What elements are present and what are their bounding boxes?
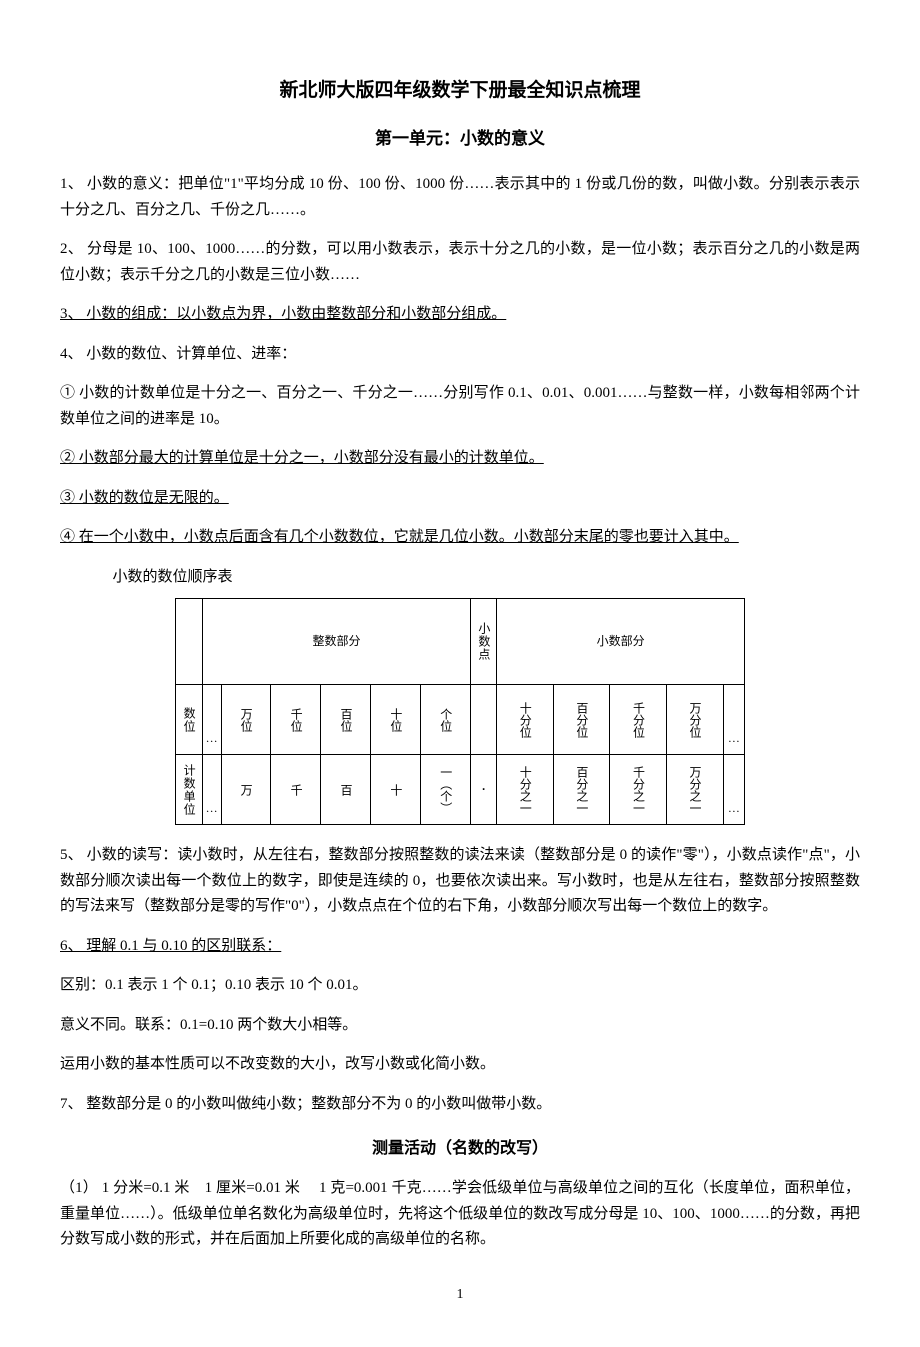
unit-cell: 一（个） (421, 755, 471, 825)
place-cell: 百位 (321, 685, 371, 755)
paragraph-4-4: ④ 在一个小数中，小数点后面含有几个小数数位，它就是几位小数。小数部分末尾的零也… (60, 525, 860, 551)
place-value-table: 整数部分 小数点 小数部分 数位 … 万位 千位 百位 十位 个位 十分位 百分… (175, 598, 745, 825)
ellipsis-cell: … (202, 685, 221, 755)
header-blank (176, 599, 203, 685)
header-decimal-point: 小数点 (471, 599, 497, 685)
table-row-units: 计数单位 … 万 千 百 十 一（个） · 十分之一 百分之一 千分之一 万分之… (176, 755, 745, 825)
header-integer-part: 整数部分 (202, 599, 470, 685)
paragraph-1: 1、 小数的意义：把单位"1"平均分成 10 份、100 份、1000 份……表… (60, 172, 860, 223)
ellipsis-cell: … (723, 755, 744, 825)
table-caption: 小数的数位顺序表 (113, 565, 861, 591)
place-cell: 个位 (421, 685, 471, 755)
paragraph-6-2: 意义不同。联系：0.1=0.10 两个数大小相等。 (60, 1013, 860, 1039)
unit-cell: 十分之一 (497, 755, 554, 825)
paragraph-4: 4、 小数的数位、计算单位、进率： (60, 342, 860, 368)
place-cell: 十位 (371, 685, 421, 755)
document-title: 新北师大版四年级数学下册最全知识点梳理 (60, 75, 860, 107)
paragraph-7: 7、 整数部分是 0 的小数叫做纯小数；整数部分不为 0 的小数叫做带小数。 (60, 1092, 860, 1118)
row-label-units: 计数单位 (176, 755, 203, 825)
place-cell: 千位 (271, 685, 321, 755)
section-2-paragraph-1: （1） 1 分米=0.1 米 1 厘米=0.01 米 1 克=0.001 千克…… (60, 1176, 860, 1253)
paragraph-2: 2、 分母是 10、100、1000……的分数，可以用小数表示，表示十分之几的小… (60, 237, 860, 288)
place-cell: 百分位 (553, 685, 610, 755)
unit-cell: 百分之一 (553, 755, 610, 825)
unit-cell: 万分之一 (667, 755, 724, 825)
paragraph-6-3: 运用小数的基本性质可以不改变数的大小，改写小数或化简小数。 (60, 1052, 860, 1078)
place-cell: 万位 (221, 685, 271, 755)
row-label-places: 数位 (176, 685, 203, 755)
paragraph-5: 5、 小数的读写：读小数时，从左往右，整数部分按照整数的读法来读（整数部分是 0… (60, 843, 860, 920)
dot-blank-cell (471, 685, 497, 755)
table-header-row: 整数部分 小数点 小数部分 (176, 599, 745, 685)
unit-cell: 万 (221, 755, 271, 825)
unit-cell: 千分之一 (610, 755, 667, 825)
ellipsis-cell: … (723, 685, 744, 755)
unit-cell: 百 (321, 755, 371, 825)
paragraph-4-1: ① 小数的计数单位是十分之一、百分之一、千分之一……分别写作 0.1、0.01、… (60, 381, 860, 432)
paragraph-6-1: 区别：0.1 表示 1 个 0.1；0.10 表示 10 个 0.01。 (60, 973, 860, 999)
header-decimal-part: 小数部分 (497, 599, 745, 685)
unit-cell: 十 (371, 755, 421, 825)
ellipsis-cell: … (202, 755, 221, 825)
table-row-places: 数位 … 万位 千位 百位 十位 个位 十分位 百分位 千分位 万分位 … (176, 685, 745, 755)
page-number: 1 (60, 1283, 860, 1307)
paragraph-4-3: ③ 小数的数位是无限的。 (60, 486, 860, 512)
unit-title: 第一单元：小数的意义 (60, 125, 860, 154)
unit-cell: 千 (271, 755, 321, 825)
section-2-title: 测量活动（名数的改写） (60, 1135, 860, 1162)
place-cell: 十分位 (497, 685, 554, 755)
paragraph-4-2: ② 小数部分最大的计算单位是十分之一，小数部分没有最小的计数单位。 (60, 446, 860, 472)
place-cell: 万分位 (667, 685, 724, 755)
place-cell: 千分位 (610, 685, 667, 755)
dot-cell: · (471, 755, 497, 825)
paragraph-6: 6、 理解 0.1 与 0.10 的区别联系： (60, 934, 860, 960)
paragraph-3: 3、 小数的组成：以小数点为界，小数由整数部分和小数部分组成。 (60, 302, 860, 328)
